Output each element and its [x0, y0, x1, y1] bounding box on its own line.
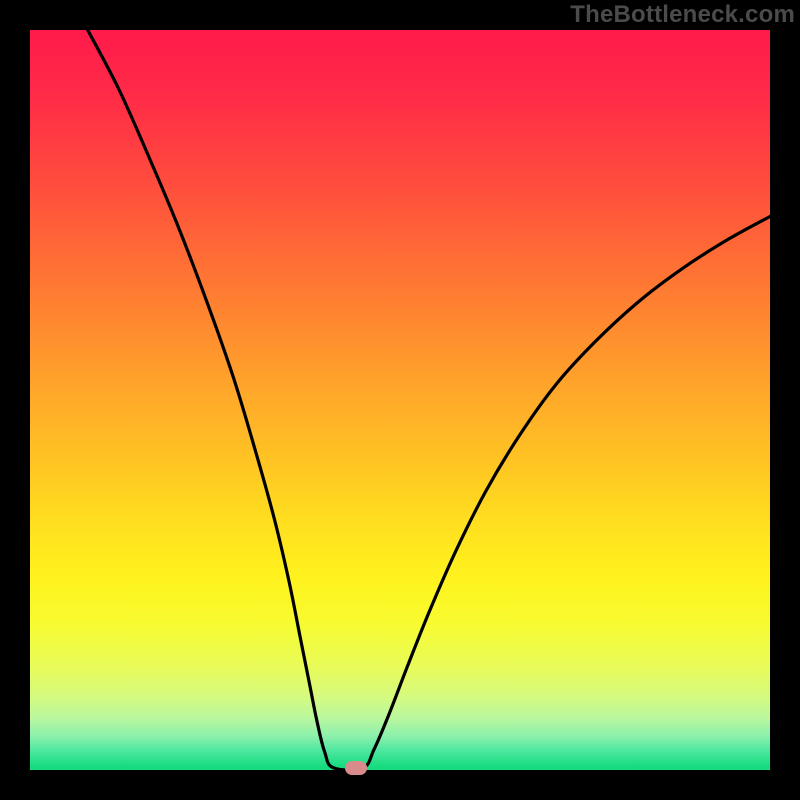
bottleneck-curve — [0, 0, 800, 800]
watermark-text: TheBottleneck.com — [570, 1, 795, 29]
chart-frame: TheBottleneck.com — [0, 0, 800, 800]
optimal-point-marker — [345, 761, 367, 775]
curve-path — [88, 30, 770, 770]
